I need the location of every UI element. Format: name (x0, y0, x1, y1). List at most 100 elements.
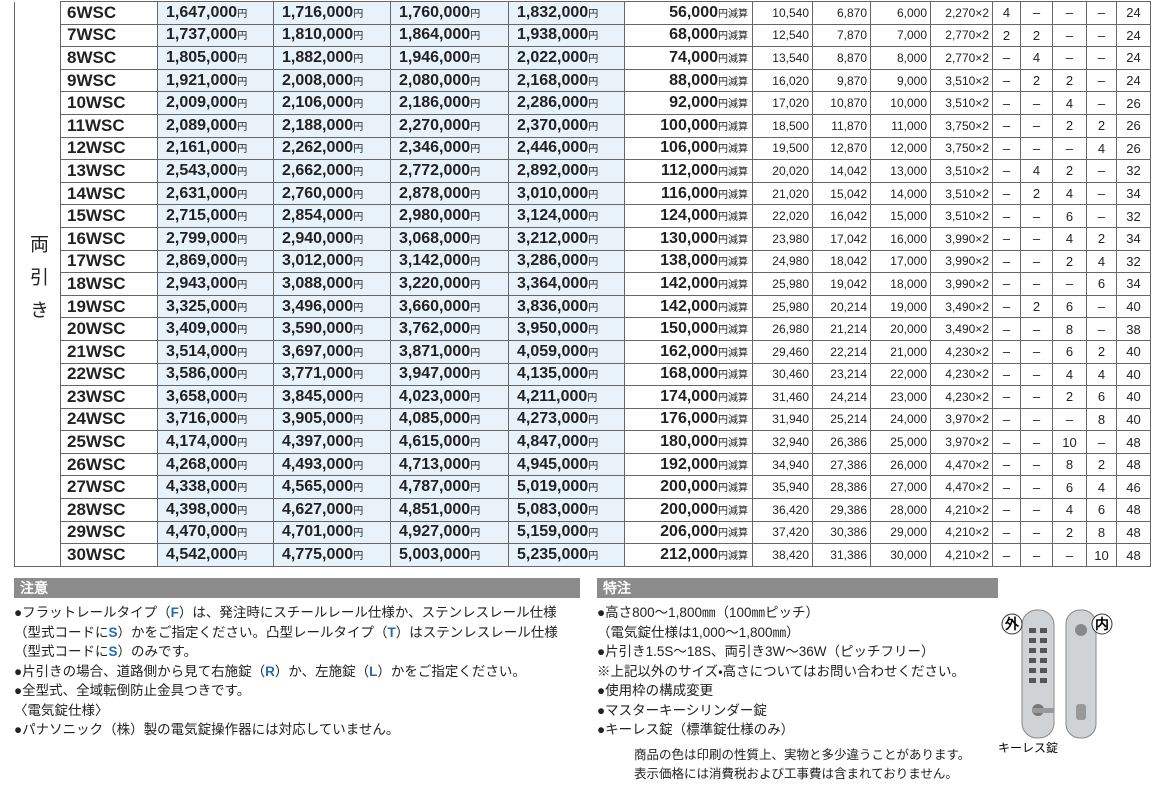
cell-value: 1,832,000 (517, 3, 589, 21)
outer-plate (1021, 609, 1055, 739)
cell-value: 3,409,000 (166, 320, 238, 338)
total-cell: 34 (1116, 226, 1151, 251)
count-cell: 2 (1086, 452, 1117, 477)
table-row: 20WSC 3,409,000円 3,590,000円 3,762,000円 3,950… (15, 317, 1151, 341)
special-line: ●片引き1.5S～18S、両引き3W～36W（ピッチフリー） (597, 644, 935, 659)
count-cell: – (1052, 46, 1087, 70)
price-cell: 3,871,000円 (390, 339, 509, 364)
dimension-cell: 3,990×2 (930, 226, 993, 251)
model-cell: 23WSC (60, 385, 158, 409)
price-cell: 2,446,000円 (508, 136, 625, 161)
special-header: 特注 (597, 578, 998, 598)
cell-unit: 円 (470, 144, 481, 156)
reduction-cell: 130,000円減算 (624, 226, 753, 251)
cell-unit: 円 (353, 460, 364, 472)
model-cell: 17WSC (60, 249, 158, 274)
cell-unit: 円 (353, 53, 364, 65)
price-cell: 2,080,000円 (390, 68, 509, 93)
reduction-cell: 112,000円減算 (624, 159, 753, 183)
count-cell: – (1052, 23, 1087, 48)
cell-value: 130,000 (660, 229, 718, 247)
cell-value: 2,940,000 (282, 229, 354, 247)
cell-unit: 円減算 (718, 483, 748, 495)
reduction-cell: 92,000円減算 (624, 91, 753, 115)
cell-value: 3,871,000 (399, 342, 471, 360)
inside-badge (1091, 613, 1113, 635)
outside-badge (1001, 613, 1023, 635)
total-cell: 40 (1116, 339, 1151, 364)
count-cell: 6 (1086, 498, 1117, 522)
model-cell: 14WSC (60, 181, 158, 206)
price-cell: 1,938,000円 (508, 23, 625, 48)
count-cell: 8 (1052, 317, 1087, 341)
cell-unit: 円 (237, 325, 248, 337)
note-text: ）かをご指定ください。凸型レールタイプ（ (117, 624, 388, 640)
price-cell: 4,542,000円 (157, 543, 274, 567)
count-cell: – (1020, 498, 1053, 522)
cell-value: 2,854,000 (282, 207, 354, 225)
dimension-cell: 13,540 (752, 46, 813, 70)
cell-unit: 円減算 (718, 528, 748, 540)
cell-value: 2,878,000 (399, 184, 471, 202)
dimension-cell: 3,510×2 (930, 204, 993, 228)
count-cell: – (1020, 385, 1053, 409)
reduction-cell: 88,000円減算 (624, 68, 753, 93)
price-cell: 3,220,000円 (390, 272, 509, 296)
note-line: （型式コードにS）のみです。 (14, 642, 558, 662)
cell-value: 106,000 (660, 139, 718, 157)
cell-value: 2,662,000 (282, 161, 354, 179)
count-cell: – (992, 543, 1021, 567)
cell-value: 74,000 (669, 48, 718, 66)
cell-value: 2,943,000 (166, 274, 238, 292)
footer-line: 表示価格には消費税および工事費は含まれておりません。 (634, 767, 958, 781)
count-cell: – (992, 407, 1021, 432)
cell-unit: 円 (237, 8, 248, 20)
dimension-cell: 23,214 (812, 362, 871, 387)
cell-value: 192,000 (660, 455, 718, 473)
dimension-cell: 17,000 (870, 249, 931, 274)
cell-value: 4,787,000 (399, 478, 471, 496)
reduction-cell: 168,000円減算 (624, 362, 753, 387)
cell-value: 112,000 (661, 161, 718, 179)
cell-unit: 円減算 (718, 76, 748, 88)
cell-unit: 円 (470, 325, 481, 337)
count-cell: 2 (1086, 226, 1117, 251)
price-cell: 3,124,000円 (508, 204, 625, 228)
cell-unit: 円 (237, 551, 248, 563)
price-cell: 3,716,000円 (157, 407, 274, 432)
count-cell: – (1052, 272, 1087, 296)
cell-unit: 円 (237, 99, 248, 111)
cell-value: 3,010,000 (517, 184, 589, 202)
cell-value: 200,000 (660, 478, 718, 496)
model-cell: 7WSC (60, 23, 158, 48)
total-cell: 46 (1116, 475, 1151, 500)
table-row: 21WSC 3,514,000円 3,697,000円 3,871,000円 4,059… (15, 339, 1151, 364)
cell-value: 3,905,000 (282, 410, 354, 428)
dimension-cell: 9,000 (870, 68, 931, 93)
dimension-cell: 32,940 (752, 430, 813, 454)
cell-unit: 円 (237, 144, 248, 156)
count-cell: – (1086, 181, 1117, 206)
price-cell: 2,662,000円 (273, 159, 391, 183)
inner-latch (1076, 704, 1086, 720)
count-cell: 10 (1052, 430, 1087, 454)
count-cell: – (992, 159, 1021, 183)
count-cell: – (1020, 430, 1053, 454)
count-cell: – (1020, 452, 1053, 477)
cell-value: 3,658,000 (166, 387, 238, 405)
cell-value: 4,398,000 (166, 500, 238, 518)
price-cell: 5,019,000円 (508, 475, 625, 500)
count-cell: 4 (1052, 226, 1087, 251)
price-cell: 2,980,000円 (390, 204, 509, 228)
cell-unit: 円 (470, 438, 481, 450)
note-code: R (265, 663, 275, 679)
dimension-cell: 27,000 (870, 475, 931, 500)
reduction-cell: 56,000円減算 (624, 1, 753, 25)
keypad (1029, 628, 1047, 683)
count-cell: – (1086, 91, 1117, 115)
total-cell: 26 (1116, 136, 1151, 161)
cell-value: 3,142,000 (399, 252, 471, 270)
dimension-cell: 18,042 (812, 249, 871, 274)
price-cell: 3,010,000円 (508, 181, 625, 206)
dimension-cell: 3,750×2 (930, 136, 993, 161)
